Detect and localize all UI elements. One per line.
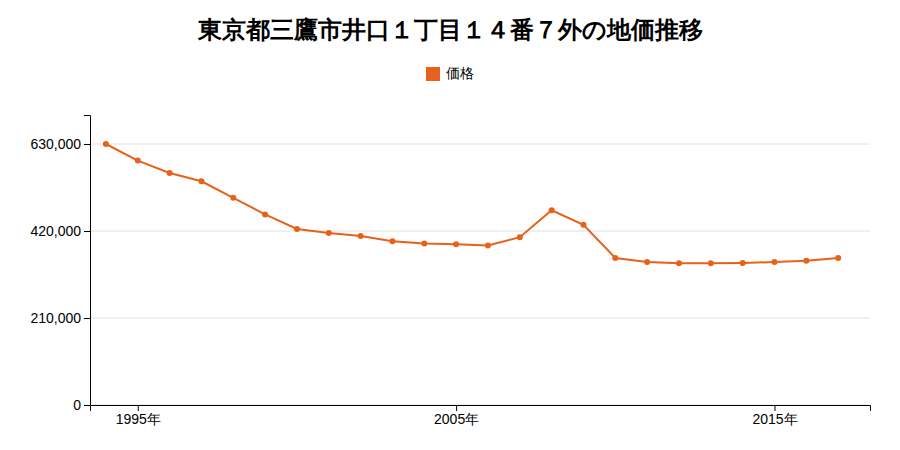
x-tick: 1995年 [116, 405, 161, 427]
legend-item: 価格 [426, 65, 474, 81]
point [262, 211, 268, 217]
point [549, 207, 555, 213]
y-tick-label: 0 [73, 397, 81, 413]
point [771, 259, 777, 265]
point [421, 240, 427, 246]
x-tick-label: 2005年 [434, 411, 479, 427]
x-tick-label: 2015年 [752, 411, 797, 427]
y-tick: 420,000 [30, 223, 90, 239]
x-axis: 1995年 2005年 2015年 [91, 405, 871, 427]
marks [103, 141, 841, 266]
point [453, 241, 459, 247]
x-tick: 2015年 [752, 405, 797, 427]
legend-swatch [426, 67, 440, 81]
point [676, 260, 682, 266]
y-tick-label: 630,000 [30, 136, 81, 152]
point [326, 230, 332, 236]
grid-line [90, 144, 870, 145]
y-tick-label: 210,000 [30, 310, 81, 326]
y-axis: 0 210,000 420,000 630,000 [30, 116, 90, 413]
point [103, 141, 109, 147]
y-tick-mark [84, 318, 90, 319]
points [103, 141, 841, 266]
y-tick: 210,000 [30, 310, 90, 326]
point [389, 238, 395, 244]
legend-label: 価格 [446, 65, 474, 81]
y-tick: 630,000 [30, 136, 90, 152]
chart: 東京都三鷹市井口１丁目１４番７外の地価推移 1995年 2005年 2015年 0 210… [0, 0, 900, 450]
y-tick-mark [84, 144, 90, 145]
grid-line [90, 318, 870, 319]
y-tick-mark [84, 231, 90, 232]
point [230, 195, 236, 201]
y-tick-mark [84, 405, 90, 406]
point [740, 260, 746, 266]
point [294, 226, 300, 232]
point [612, 255, 618, 261]
point [358, 233, 364, 239]
x-tick-label: 1995年 [116, 411, 161, 427]
legend: 価格 [426, 65, 474, 81]
point [135, 158, 141, 164]
x-tick: 2005年 [434, 405, 479, 427]
line [106, 144, 838, 263]
point [167, 170, 173, 176]
plot: 1995年 2005年 2015年 0 210,000 420,000 630,000 [30, 116, 870, 427]
y-axis-line [84, 116, 91, 406]
title: 東京都三鷹市井口１丁目１４番７外の地価推移 [197, 16, 703, 44]
point [835, 255, 841, 261]
y-tick-label: 420,000 [30, 223, 81, 239]
point [644, 259, 650, 265]
point [198, 178, 204, 184]
point [803, 258, 809, 264]
point [580, 222, 586, 228]
point [517, 234, 523, 240]
grid-line [90, 231, 870, 232]
y-tick: 0 [73, 397, 90, 413]
point [485, 243, 491, 249]
grid-y [90, 144, 870, 405]
point [708, 260, 714, 266]
